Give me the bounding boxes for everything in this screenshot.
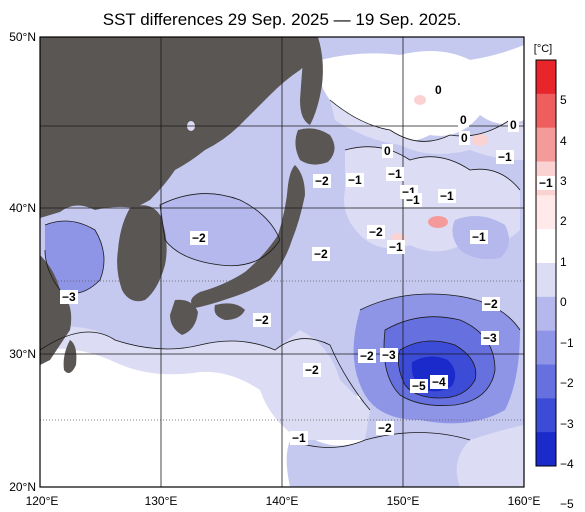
colorbar-swatch: [536, 263, 556, 298]
colorbar-swatch: [536, 127, 556, 162]
contour-label: 0: [382, 144, 393, 158]
contour-label: −2: [303, 363, 321, 377]
asian-continent: [40, 37, 318, 218]
cold-anomaly-patches: [45, 193, 520, 424]
colorbar-swatch: [536, 432, 556, 467]
colorbar-frame: [535, 59, 557, 467]
warm-spot: [428, 216, 448, 228]
map-title: SST differences 29 Sep. 2025 — 19 Sep. 2…: [102, 10, 462, 29]
contour-label: −1: [470, 230, 488, 244]
northeast-band: [330, 100, 524, 160]
contour-label: 0: [433, 83, 444, 97]
korean-peninsula: [117, 205, 167, 302]
warm-spot: [414, 95, 426, 105]
lon-label-160e: 160°E: [507, 494, 541, 508]
colorbar-tick: 0: [560, 295, 567, 309]
contour-label: −1: [386, 167, 404, 181]
colorbar-swatch: [536, 296, 556, 332]
map-frame: [39, 36, 525, 488]
contour-label: −1: [346, 173, 364, 187]
colorbar-tick: 1: [560, 255, 567, 269]
contour-line: [397, 340, 477, 399]
contour-label: −5: [410, 379, 428, 393]
southern-warm-region: [40, 329, 365, 487]
contour-label: −1: [537, 176, 555, 190]
colorbar-swatch: [536, 330, 556, 365]
contour-label: −2: [358, 349, 376, 363]
southeast-region: [456, 425, 524, 487]
lon-label-120e: 120°E: [25, 494, 59, 508]
colorbar-tick: 2: [560, 214, 567, 228]
contour-label: −3: [481, 331, 499, 345]
contour-label: 0: [459, 131, 470, 145]
graticule: [40, 37, 524, 487]
colorbar-tick: −4: [560, 457, 574, 471]
contour-line: [44, 220, 105, 294]
contour-label: −1: [387, 240, 405, 254]
contour-line: [39, 331, 371, 411]
northeast-warm-area: [318, 45, 524, 142]
contour-line: [359, 293, 521, 331]
sst-shading: [40, 45, 524, 487]
sea-of-japan-cold-patch: [160, 193, 280, 266]
contour-label: −1: [290, 431, 308, 445]
contour-label: −3: [380, 348, 398, 362]
contour-label: −2: [313, 174, 331, 188]
contour-line: [289, 432, 471, 448]
lat-label-30n: 30°N: [9, 347, 36, 361]
lon-label-140e: 140°E: [265, 494, 299, 508]
kyushu: [170, 299, 198, 335]
contour-label: −2: [253, 313, 271, 327]
colorbar-swatch: [536, 398, 556, 433]
taiwan: [63, 340, 77, 374]
colorbar-tick: 3: [560, 174, 567, 188]
colorbar: [536, 60, 556, 467]
colorbar-swatch: [536, 60, 556, 95]
contour-line: [344, 146, 521, 191]
colorbar-tick: −5: [560, 497, 574, 511]
sakhalin: [300, 37, 323, 125]
warm-spot: [472, 134, 488, 146]
contour-lines: [39, 99, 521, 448]
colorbar-tick: −3: [560, 417, 574, 431]
colorbar-tick: −1: [560, 336, 574, 350]
south-central-band: [40, 326, 370, 440]
lon-label-130e: 130°E: [144, 494, 178, 508]
contour-label: −1: [404, 193, 422, 207]
lon-label-150e: 150°E: [386, 494, 420, 508]
contour-label: −2: [312, 247, 330, 261]
colorbar-swatch: [536, 364, 556, 399]
colorbar-swatch: [536, 229, 556, 264]
contour-label: −1: [438, 189, 456, 203]
colorbar-swatch: [536, 93, 556, 129]
colorbar-unit: [°C]: [533, 43, 553, 55]
colorbar-swatch: [536, 195, 556, 230]
contour-label: 0: [458, 113, 469, 127]
colorbar-tick: −2: [560, 376, 574, 390]
lat-label-20n: 20°N: [9, 480, 36, 494]
contour-label: 0: [508, 118, 519, 132]
contour-line: [329, 99, 511, 142]
colorbar-tick: 5: [560, 93, 567, 107]
contour-label: −2: [482, 297, 500, 311]
contour-label: −2: [190, 231, 208, 245]
contour-label: −1: [496, 150, 514, 164]
contour-label: −2: [367, 225, 385, 239]
colorbar-tick: 4: [560, 134, 567, 148]
lat-label-50n: 50°N: [9, 30, 36, 44]
contour-label: −4: [430, 375, 448, 389]
contour-label: −3: [60, 290, 78, 304]
yellow-sea-cold-patch: [45, 221, 104, 294]
contour-line: [159, 193, 281, 267]
shikoku: [214, 303, 245, 320]
lat-label-40n: 40°N: [9, 201, 36, 215]
hokkaido: [295, 128, 335, 165]
contour-label: −2: [376, 421, 394, 435]
contour-line: [383, 316, 496, 406]
